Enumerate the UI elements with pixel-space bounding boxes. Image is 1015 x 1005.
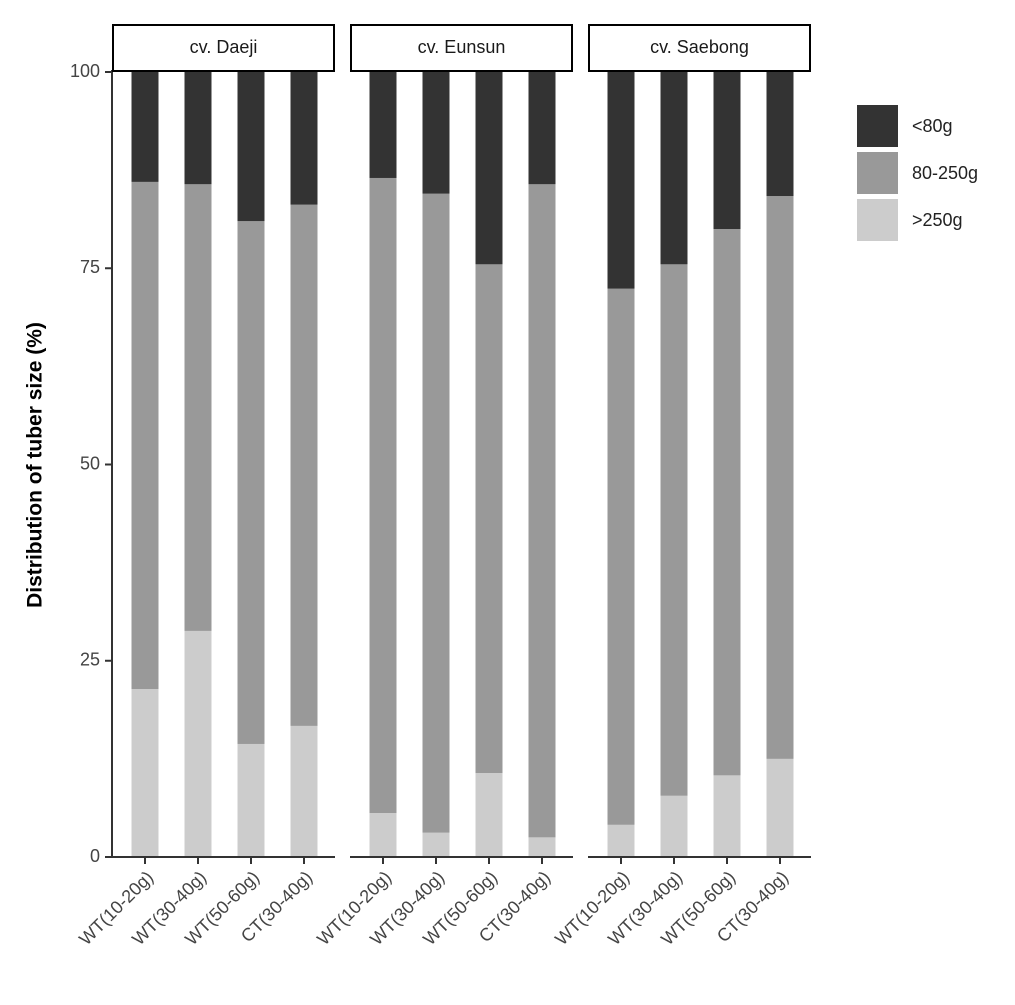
bar-segment (713, 229, 741, 776)
y-tick-label: 75 (80, 257, 100, 277)
bar-segment (237, 743, 265, 857)
y-tick-label: 25 (80, 650, 100, 670)
legend-swatch (857, 152, 898, 194)
bar-segment (607, 824, 635, 857)
bar-segment (237, 72, 265, 222)
bar-segment (528, 837, 556, 857)
legend-swatch (857, 105, 898, 147)
panel-title: cv. Daeji (190, 37, 258, 57)
bar-segment (131, 181, 159, 690)
legend-swatch (857, 199, 898, 241)
bar-segment (475, 773, 503, 857)
bar-segment (475, 264, 503, 774)
bar-segment (184, 630, 212, 857)
legend-label: >250g (912, 210, 963, 230)
bar-segment (528, 72, 556, 185)
y-tick-label: 0 (90, 846, 100, 866)
bar-segment (422, 193, 450, 833)
bar-segment (184, 72, 212, 185)
strip (588, 24, 811, 72)
bar-segment (131, 72, 159, 182)
bar-segment (422, 72, 450, 194)
bar-segment (369, 177, 397, 814)
bar-segment (713, 775, 741, 857)
y-tick-label: 100 (70, 61, 100, 81)
y-axis-title: Distribution of tuber size (%) (24, 322, 47, 608)
bar-segment (290, 725, 318, 857)
bar-segment (660, 72, 688, 265)
bar-segment (713, 72, 741, 229)
bar-segment (660, 795, 688, 857)
panel-title: cv. Eunsun (418, 37, 506, 57)
bar-segment (422, 832, 450, 857)
legend-label: <80g (912, 116, 953, 136)
legend-label: 80-250g (912, 163, 978, 183)
bar-segment (660, 264, 688, 796)
bar-segment (766, 758, 794, 857)
strip (350, 24, 573, 72)
bar-segment (369, 813, 397, 857)
y-tick-label: 50 (80, 453, 100, 473)
bar-segment (290, 72, 318, 205)
panel-title: cv. Saebong (650, 37, 749, 57)
bar-segment (766, 72, 794, 197)
bar-segment (528, 184, 556, 838)
strip (112, 24, 335, 72)
bar-segment (237, 221, 265, 744)
bar-segment (766, 196, 794, 759)
bar-segment (131, 689, 159, 857)
bar-segment (290, 204, 318, 726)
bar-segment (184, 184, 212, 631)
bar-segment (475, 72, 503, 265)
bar-segment (369, 72, 397, 178)
bar-segment (607, 72, 635, 289)
bar-segment (607, 288, 635, 825)
